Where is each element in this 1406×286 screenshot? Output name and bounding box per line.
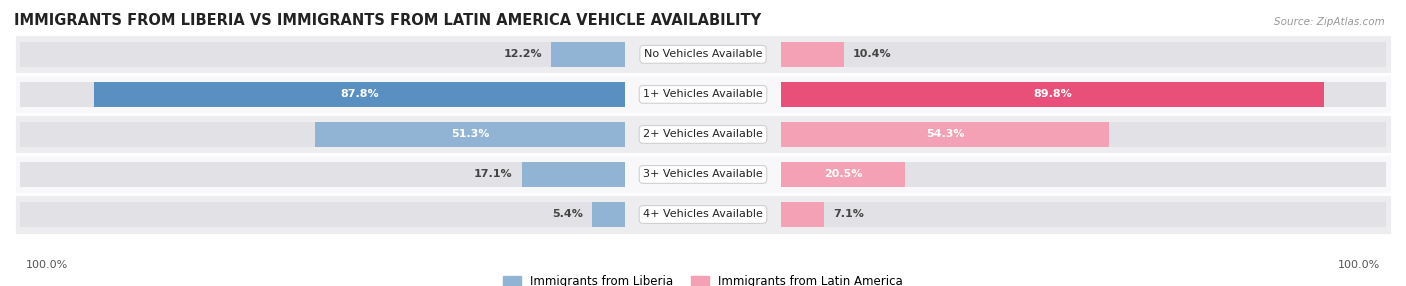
Bar	[20, 82, 626, 107]
Text: 51.3%: 51.3%	[451, 130, 489, 139]
Bar	[14, 74, 1392, 114]
Bar	[780, 162, 905, 187]
Text: 4+ Vehicles Available: 4+ Vehicles Available	[643, 210, 763, 219]
Bar	[780, 122, 1386, 147]
Text: 7.1%: 7.1%	[832, 210, 863, 219]
Bar	[522, 162, 626, 187]
Bar	[780, 42, 1386, 67]
Bar	[20, 42, 626, 67]
Text: No Vehicles Available: No Vehicles Available	[644, 49, 762, 59]
Bar	[14, 34, 1392, 74]
Bar	[20, 162, 626, 187]
Text: 10.4%: 10.4%	[853, 49, 891, 59]
Text: 89.8%: 89.8%	[1033, 90, 1071, 99]
Bar	[780, 162, 1386, 187]
Bar	[780, 202, 1386, 227]
Bar	[315, 122, 626, 147]
Text: IMMIGRANTS FROM LIBERIA VS IMMIGRANTS FROM LATIN AMERICA VEHICLE AVAILABILITY: IMMIGRANTS FROM LIBERIA VS IMMIGRANTS FR…	[14, 13, 761, 27]
Text: Source: ZipAtlas.com: Source: ZipAtlas.com	[1274, 17, 1385, 27]
Text: 5.4%: 5.4%	[553, 210, 583, 219]
Bar	[780, 202, 824, 227]
Bar	[780, 82, 1324, 107]
Text: 1+ Vehicles Available: 1+ Vehicles Available	[643, 90, 763, 99]
Bar	[592, 202, 626, 227]
Bar	[14, 114, 1392, 154]
Text: 2+ Vehicles Available: 2+ Vehicles Available	[643, 130, 763, 139]
Bar	[551, 42, 626, 67]
Bar	[780, 42, 844, 67]
Bar	[14, 194, 1392, 235]
Text: 20.5%: 20.5%	[824, 170, 862, 179]
Text: 54.3%: 54.3%	[927, 130, 965, 139]
Bar	[780, 122, 1109, 147]
Legend: Immigrants from Liberia, Immigrants from Latin America: Immigrants from Liberia, Immigrants from…	[498, 270, 908, 286]
Text: 87.8%: 87.8%	[340, 90, 378, 99]
Bar	[780, 82, 1386, 107]
Text: 12.2%: 12.2%	[503, 49, 543, 59]
Text: 100.0%: 100.0%	[1337, 260, 1379, 269]
Bar	[94, 82, 626, 107]
Bar	[20, 122, 626, 147]
Bar	[14, 154, 1392, 194]
Bar	[20, 202, 626, 227]
Text: 17.1%: 17.1%	[474, 170, 513, 179]
Text: 100.0%: 100.0%	[27, 260, 69, 269]
Text: 3+ Vehicles Available: 3+ Vehicles Available	[643, 170, 763, 179]
